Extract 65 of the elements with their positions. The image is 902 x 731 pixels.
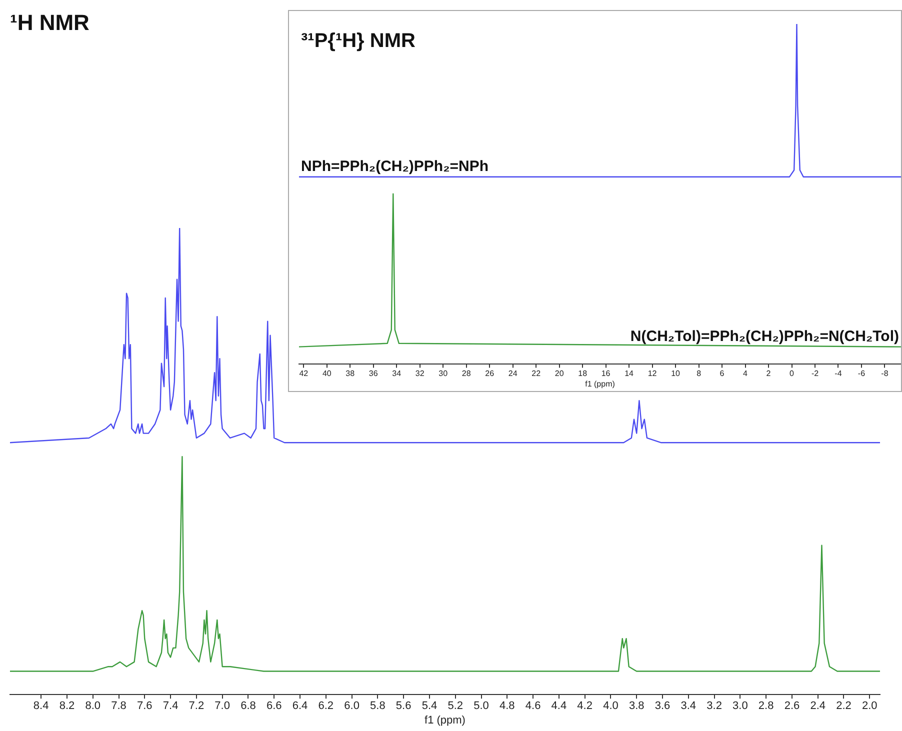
x-tick-label: 5.8 bbox=[370, 700, 386, 712]
x-tick-label: 42 bbox=[299, 368, 309, 378]
series-label: N(CH₂Tol)=PPh₂(CH₂)PPh₂=N(CH₂Tol) bbox=[630, 328, 899, 345]
x-tick-label: 22 bbox=[532, 368, 542, 378]
x-tick-label: 4.6 bbox=[525, 700, 541, 712]
x-tick-label: 2 bbox=[766, 368, 772, 378]
x-tick-label: 3.8 bbox=[628, 700, 644, 712]
x-tick-label: 6.4 bbox=[292, 700, 308, 712]
x-tick-label: -8 bbox=[881, 368, 889, 378]
x-tick-label: 2.8 bbox=[758, 700, 774, 712]
x-tick-label: 3.6 bbox=[654, 700, 670, 712]
series-label: NPh=PPh₂(CH₂)PPh₂=NPh bbox=[301, 158, 489, 175]
x-tick-label: 2.0 bbox=[862, 700, 878, 712]
x-tick-label: 16 bbox=[601, 368, 611, 378]
x-tick-label: 7.6 bbox=[136, 700, 152, 712]
x-tick-label: 0 bbox=[790, 368, 795, 378]
x-tick-label: 4.8 bbox=[499, 700, 515, 712]
chart-title: ¹H NMR bbox=[10, 10, 90, 35]
x-tick-label: 34 bbox=[392, 368, 402, 378]
x-tick-label: 6.6 bbox=[266, 700, 282, 712]
x-tick-label: 5.0 bbox=[474, 700, 489, 712]
x-tick-label: 6.8 bbox=[240, 700, 256, 712]
x-tick-label: 38 bbox=[346, 368, 356, 378]
x-tick-label: 5.4 bbox=[422, 700, 438, 712]
x-tick-label: 8.4 bbox=[33, 700, 49, 712]
x-tick-label: 4.2 bbox=[577, 700, 592, 712]
x-tick-label: 36 bbox=[368, 368, 378, 378]
x-tick-label: 7.2 bbox=[188, 700, 204, 712]
x-tick-label: 20 bbox=[554, 368, 564, 378]
x-tick-label: 7.0 bbox=[214, 700, 230, 712]
x-tick-label: 24 bbox=[508, 368, 518, 378]
x-tick-label: 26 bbox=[485, 368, 495, 378]
x-tick-label: 12 bbox=[648, 368, 658, 378]
chart-title: ³¹P{¹H} NMR bbox=[301, 30, 416, 52]
x-tick-label: 5.2 bbox=[448, 700, 464, 712]
x-tick-label: 4.4 bbox=[551, 700, 567, 712]
x-tick-label: -2 bbox=[811, 368, 820, 378]
x-tick-label: 3.4 bbox=[680, 700, 696, 712]
x-tick-label: 2.6 bbox=[784, 700, 800, 712]
x-tick-label: 8.2 bbox=[59, 700, 75, 712]
x-tick-label: 8 bbox=[696, 368, 702, 378]
x-tick-label: -6 bbox=[858, 368, 866, 378]
x-tick-label: 40 bbox=[322, 368, 332, 378]
x-axis-title: f1 (ppm) bbox=[424, 714, 466, 726]
x-tick-label: 32 bbox=[415, 368, 425, 378]
x-tick-label: 14 bbox=[624, 368, 634, 378]
x-tick-label: 6.2 bbox=[318, 700, 334, 712]
x-tick-label: 28 bbox=[462, 368, 472, 378]
x-tick-label: 3.0 bbox=[732, 700, 748, 712]
x-tick-label: 2.2 bbox=[836, 700, 852, 712]
x-tick-label: 18 bbox=[578, 368, 588, 378]
x-tick-label: 4.0 bbox=[603, 700, 618, 712]
x-tick-label: 5.6 bbox=[396, 700, 412, 712]
x-tick-label: 2.4 bbox=[810, 700, 826, 712]
x-tick-label: 3.2 bbox=[706, 700, 722, 712]
x-tick-label: 4 bbox=[743, 368, 748, 378]
x-tick-label: 8.0 bbox=[85, 700, 101, 712]
x-tick-label: 7.8 bbox=[111, 700, 126, 712]
x-tick-label: -4 bbox=[834, 368, 842, 378]
x-tick-label: 7.4 bbox=[162, 700, 178, 712]
x-tick-label: 10 bbox=[671, 368, 681, 378]
x-tick-label: 6.0 bbox=[344, 700, 360, 712]
x-tick-label: 30 bbox=[438, 368, 448, 378]
x-axis-title: f1 (ppm) bbox=[585, 379, 616, 388]
x-tick-label: 6 bbox=[720, 368, 725, 378]
